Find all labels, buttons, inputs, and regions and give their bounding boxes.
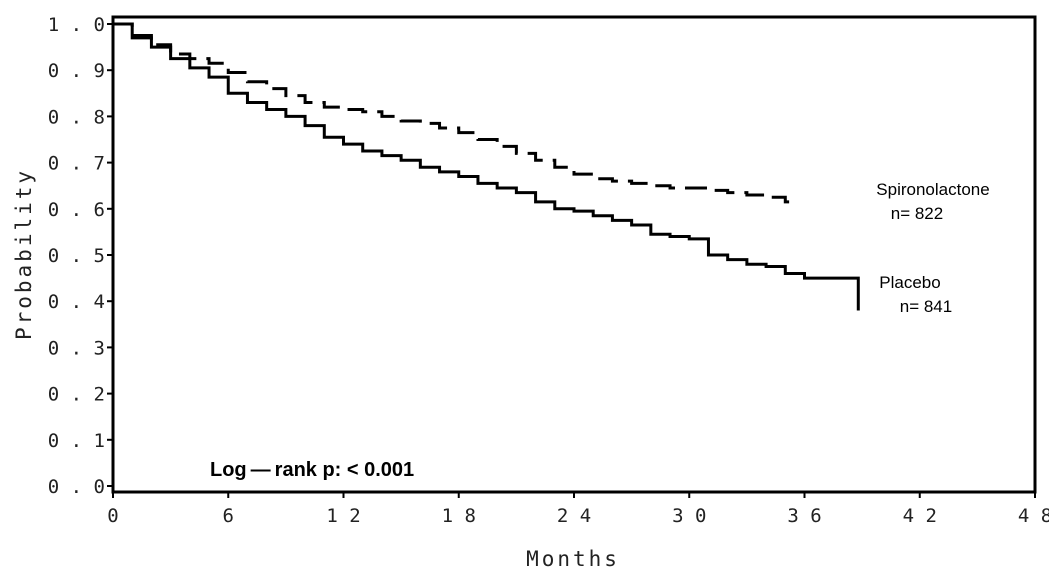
- series-line-spironolactone: [113, 22, 791, 207]
- y-tick-label: 0 . 0: [48, 476, 105, 498]
- y-axis: 0 . 0 0 . 1 0 . 2 0 . 3 0 . 4 0 . 5 0 . 6 0 . 7…: [48, 14, 113, 498]
- y-tick-label: 0 . 4: [48, 291, 105, 313]
- x-tick-label: 3 0: [672, 505, 706, 527]
- series-layer: [113, 22, 860, 311]
- y-tick-label: 0 . 9: [48, 60, 105, 82]
- legend-n-spironolactone: n= 822: [891, 204, 943, 223]
- x-tick-label: 4 8: [1018, 505, 1049, 527]
- y-tick-label: 0 . 7: [48, 153, 105, 175]
- legend-label-spironolactone: Spironolactone: [876, 180, 989, 199]
- legend-n-placebo: n= 841: [900, 297, 952, 316]
- x-tick-label: 6: [223, 505, 234, 527]
- y-tick-label: 0 . 6: [48, 199, 105, 221]
- x-axis-title: Months: [526, 547, 620, 571]
- y-tick-label: 0 . 3: [48, 337, 105, 359]
- log-rank-annotation: Log — rank p: < 0.001: [210, 459, 414, 481]
- x-tick-label: 1 2: [326, 505, 360, 527]
- y-axis-title: Probability: [12, 168, 36, 340]
- legend-label-placebo: Placebo: [879, 273, 940, 292]
- series-line-placebo: [113, 22, 860, 311]
- x-tick-label: 4 2: [903, 505, 937, 527]
- x-tick-label: 0: [107, 505, 118, 527]
- y-tick-label: 0 . 5: [48, 245, 105, 267]
- x-tick-label: 3 6: [787, 505, 821, 527]
- plot-frame: [111, 15, 1037, 494]
- x-axis: 0 6 1 2 1 8 2 4 3 0 3 6 4 2 4 8: [107, 492, 1049, 527]
- y-tick-label: 0 . 2: [48, 384, 105, 406]
- x-tick-label: 1 8: [442, 505, 476, 527]
- y-tick-label: 0 . 1: [48, 430, 105, 452]
- y-tick-label: 1 . 0: [48, 14, 105, 36]
- x-tick-label: 2 4: [557, 505, 591, 527]
- y-tick-label: 0 . 8: [48, 106, 105, 128]
